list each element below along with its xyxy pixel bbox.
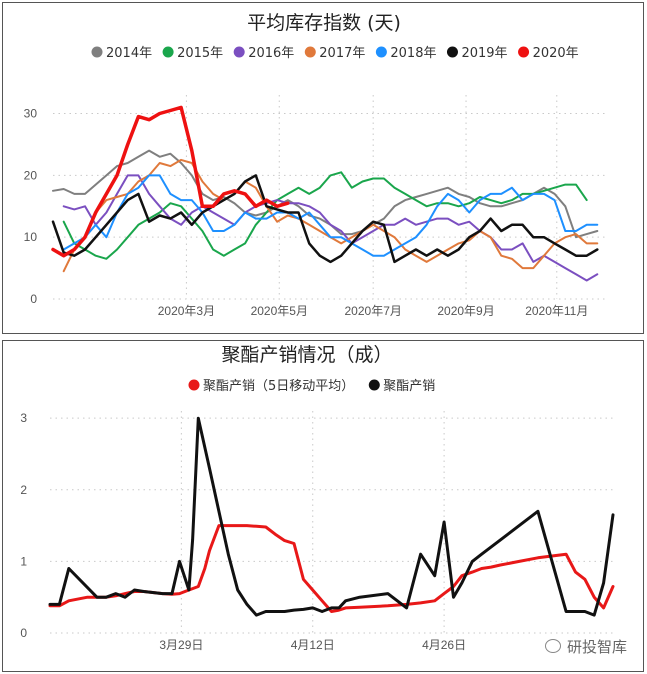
legend-marker — [375, 46, 387, 58]
legend-item[interactable]: 聚酯产销（5日移动平均） — [188, 379, 355, 394]
legend-label: 2015年 — [177, 46, 223, 61]
y-tick-label: 0 — [20, 626, 27, 640]
series-line-6[interactable] — [51, 174, 599, 264]
wechat-icon — [544, 639, 561, 653]
legend-marker — [91, 46, 103, 58]
legend-label: 聚酯产销（5日移动平均） — [203, 379, 354, 394]
y-tick-label: 2 — [20, 483, 27, 497]
legend-marker — [368, 379, 380, 391]
legend-item[interactable]: 聚酯产销 — [368, 379, 436, 394]
x-tick-label: 4月12日 — [291, 638, 335, 652]
series-line-3[interactable] — [62, 174, 599, 282]
x-tick-label: 2020年9月 — [437, 304, 494, 318]
x-tick-label: 2020年7月 — [345, 304, 402, 318]
y-tick-label: 20 — [24, 168, 38, 182]
x-tick-label: 3月29日 — [159, 638, 203, 652]
legend-item[interactable]: 2016年 — [233, 46, 295, 61]
legend-item[interactable]: 2020年 — [518, 46, 579, 61]
y-tick-label: 0 — [30, 292, 37, 306]
y-tick-label: 30 — [24, 107, 38, 121]
x-tick-label: 2020年11月 — [525, 304, 588, 318]
chart-title: 平均库存指数 (天) — [247, 12, 401, 34]
legend-marker — [446, 46, 458, 58]
series-line-1[interactable] — [52, 149, 599, 239]
series-line-1[interactable] — [48, 524, 615, 613]
legend-label: 2017年 — [319, 46, 365, 61]
watermark: 研投智库 — [544, 636, 627, 657]
x-tick-label: 2020年5月 — [251, 304, 308, 318]
legend-label: 2020年 — [533, 46, 579, 61]
legend-item[interactable]: 2017年 — [304, 46, 366, 61]
legend-item[interactable]: 2018年 — [375, 46, 437, 61]
legend-marker — [188, 379, 200, 391]
series-line-7[interactable] — [51, 105, 290, 258]
legend-marker — [233, 46, 245, 58]
inventory-chart-panel: 平均库存指数 (天) 2014年 2015年 2016年 2017年 2018年 2019年… — [2, 2, 644, 334]
legend-label: 聚酯产销 — [383, 379, 435, 394]
y-tick-label: 1 — [20, 554, 27, 568]
legend-item[interactable]: 2014年 — [91, 46, 153, 61]
x-tick-label: 2020年3月 — [158, 304, 215, 318]
chart-title: 聚酯产销情况（成） — [221, 344, 392, 366]
legend-label: 2016年 — [248, 46, 294, 61]
watermark-text: 研投智库 — [566, 638, 627, 656]
legend-marker — [162, 46, 174, 58]
legend-marker — [304, 46, 316, 58]
x-tick-label: 4月26日 — [422, 638, 466, 652]
series-line-5[interactable] — [62, 174, 599, 257]
legend-label: 2019年 — [461, 46, 507, 61]
legend-label: 2014年 — [106, 46, 152, 61]
y-tick-label: 3 — [20, 411, 27, 425]
legend-item[interactable]: 2019年 — [446, 46, 508, 61]
polyester-chart: 聚酯产销情况（成） 聚酯产销（5日移动平均） 聚酯产销 0 1 2 3 3月29日 4月12日 4… — [20, 344, 615, 652]
inventory-chart: 平均库存指数 (天) 2014年 2015年 2016年 2017年 2018年 2019年… — [24, 12, 608, 318]
series-line-2[interactable] — [48, 416, 615, 617]
polyester-chart-panel: 聚酯产销情况（成） 聚酯产销（5日移动平均） 聚酯产销 0 1 2 3 3月29日 4月12日 4… — [2, 340, 644, 672]
y-tick-label: 10 — [24, 230, 38, 244]
legend-marker — [518, 46, 530, 58]
legend-label: 2018年 — [390, 46, 436, 61]
legend-item[interactable]: 2015年 — [162, 46, 224, 61]
series-line-2[interactable] — [62, 171, 588, 260]
